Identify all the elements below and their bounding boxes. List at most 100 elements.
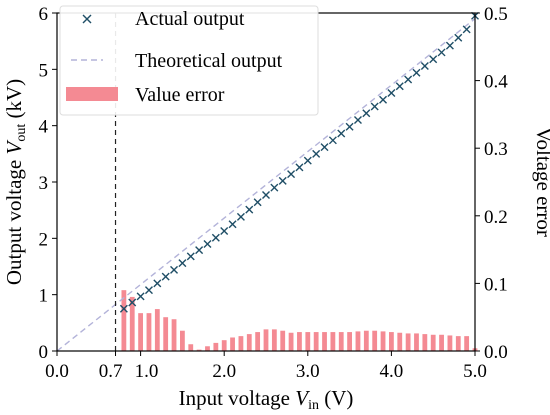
point-stroke — [161, 272, 170, 281]
y-right-tick-label: 0.1 — [484, 274, 508, 295]
point-stroke — [203, 239, 212, 248]
legend-label-actual-output: Actual output — [135, 8, 245, 30]
point-stroke — [262, 190, 270, 199]
actual-output-point — [420, 61, 429, 70]
legend-label-value-error: Value error — [135, 84, 225, 106]
error-bar — [405, 333, 411, 351]
actual-output-point — [370, 102, 379, 111]
actual-output-point — [178, 259, 187, 268]
point-stroke — [379, 95, 388, 104]
y-left-tick-label: 1 — [39, 286, 49, 307]
error-bar — [138, 313, 143, 351]
point-stroke — [144, 286, 153, 295]
actual-output-point — [253, 198, 262, 207]
y-left-tick-label: 3 — [39, 173, 49, 194]
actual-output-point — [170, 265, 179, 274]
point-stroke — [404, 75, 413, 84]
error-bar — [129, 296, 135, 351]
point-stroke — [136, 292, 145, 301]
x-tick-label: 4.0 — [380, 361, 404, 382]
actual-output-point — [379, 95, 388, 104]
actual-output-point — [412, 68, 421, 77]
legend-box — [59, 5, 319, 116]
error-bar — [430, 334, 436, 351]
actual-output-point — [153, 279, 162, 288]
error-bar — [255, 332, 261, 351]
point-stroke — [328, 136, 337, 145]
error-bar — [439, 334, 444, 351]
legend: Actual output Theoretical output Value e… — [59, 5, 319, 116]
error-bar — [196, 349, 202, 351]
actual-output-point — [328, 136, 337, 145]
actual-output-point — [395, 82, 404, 91]
actual-output-point — [445, 41, 454, 50]
point-stroke — [345, 122, 354, 131]
y-left-tick-label: 0 — [39, 342, 49, 363]
point-stroke — [270, 183, 279, 192]
point-stroke — [454, 33, 463, 42]
point-stroke — [195, 246, 204, 255]
actual-output-point — [195, 246, 204, 255]
x-axis-label: Input voltage Vin (V) — [179, 386, 354, 413]
point-stroke — [228, 220, 237, 229]
point-stroke — [287, 170, 296, 179]
error-bar — [146, 313, 152, 351]
point-stroke — [220, 227, 229, 236]
x-tick-label: 2.0 — [212, 361, 236, 382]
point-stroke — [353, 116, 362, 125]
legend-marker-value-error — [66, 87, 118, 101]
actual-output-point — [220, 227, 229, 236]
error-bar — [280, 330, 286, 351]
error-bar — [154, 309, 160, 351]
y-axis-label-left: Output voltage Vout (kV) — [2, 79, 29, 285]
point-stroke — [295, 163, 304, 172]
actual-output-point — [437, 48, 446, 57]
actual-output-point — [128, 298, 137, 307]
point-stroke — [387, 88, 396, 97]
error-bar — [338, 332, 344, 351]
y-left-tick-label: 4 — [39, 117, 49, 138]
actual-output-point — [270, 183, 279, 192]
actual-output-point — [295, 163, 304, 172]
point-stroke — [429, 55, 438, 64]
actual-output-point — [454, 33, 463, 42]
error-bar — [330, 332, 336, 351]
actual-output-point — [144, 286, 153, 295]
actual-output-point — [211, 233, 220, 242]
error-bar — [205, 346, 210, 351]
point-stroke — [420, 61, 429, 70]
error-bar — [414, 333, 419, 351]
point-stroke — [395, 82, 404, 91]
error-bar — [271, 329, 277, 351]
actual-output-point — [186, 252, 195, 261]
error-bar — [213, 342, 219, 351]
point-stroke — [278, 176, 287, 185]
error-bar — [246, 334, 252, 351]
point-stroke — [128, 298, 137, 307]
error-bar — [422, 334, 428, 351]
error-bar — [188, 344, 194, 351]
point-stroke — [245, 205, 254, 214]
point-stroke — [337, 129, 346, 138]
actual-output-point — [429, 55, 438, 64]
actual-output-point — [236, 212, 245, 221]
error-bar — [372, 330, 378, 351]
point-stroke — [320, 143, 329, 152]
y-right-tick-label: 0.2 — [484, 207, 508, 228]
actual-output-point — [387, 88, 396, 97]
actual-output-point — [228, 220, 237, 229]
y-left-tick-label: 6 — [39, 4, 49, 25]
points-layer — [119, 11, 479, 313]
actual-output-point — [337, 129, 346, 138]
error-bar — [221, 340, 227, 351]
point-stroke — [253, 198, 262, 207]
point-stroke — [445, 41, 454, 50]
y-right-tick-label: 0.3 — [484, 139, 508, 160]
error-bar — [380, 331, 386, 351]
point-stroke — [312, 149, 321, 158]
error-bars-layer — [121, 290, 478, 351]
point-stroke — [362, 109, 371, 118]
error-bar — [355, 331, 361, 351]
actual-output-point — [287, 170, 296, 179]
